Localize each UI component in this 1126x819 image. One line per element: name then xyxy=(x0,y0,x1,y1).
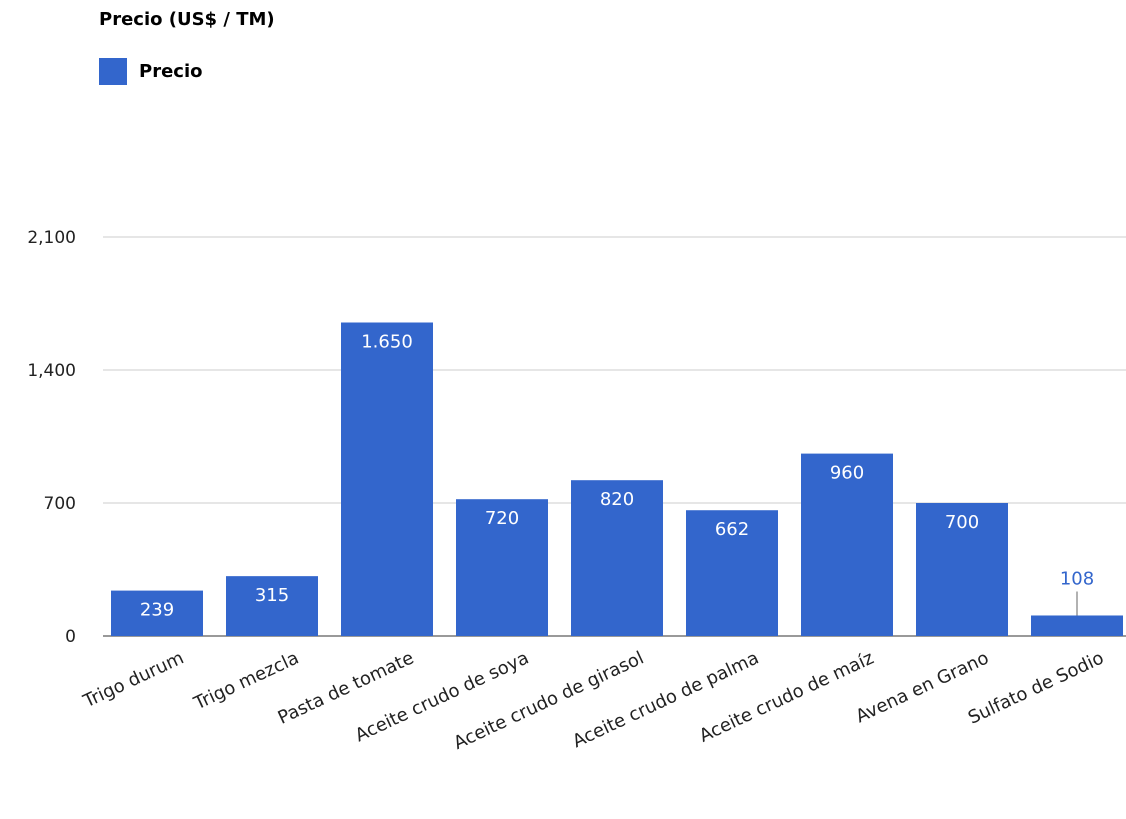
bar xyxy=(341,322,433,636)
bar-value-label: 960 xyxy=(830,463,864,484)
bar xyxy=(456,499,548,636)
x-tick-label: Aceite crudo de palma xyxy=(569,647,762,752)
x-tick-label: Aceite crudo de girasol xyxy=(450,647,647,754)
bar-value-label: 700 xyxy=(945,512,979,533)
y-axis: 0 700 1,400 2,100 xyxy=(27,228,76,647)
bar-value-label: 239 xyxy=(140,600,174,621)
legend-label: Precio xyxy=(139,61,203,82)
x-tick-label: Trigo durum xyxy=(79,647,187,712)
bar-value-label: 315 xyxy=(255,585,289,606)
bars: 239 315 1.650 720 820 662 960 700 108 xyxy=(111,322,1123,636)
bar xyxy=(111,590,203,636)
legend: Precio xyxy=(99,58,202,85)
bar xyxy=(226,576,318,636)
legend-swatch xyxy=(99,58,127,85)
y-tick-label: 0 xyxy=(65,627,76,647)
bar xyxy=(1031,615,1123,636)
chart-title: Precio (US$ / TM) xyxy=(99,9,275,30)
bar-value-label: 662 xyxy=(715,519,749,540)
bar-value-label: 820 xyxy=(600,489,634,510)
bar xyxy=(571,480,663,636)
bar xyxy=(801,453,893,636)
y-tick-label: 700 xyxy=(44,494,76,514)
bar xyxy=(916,503,1008,636)
bar-value-label: 720 xyxy=(485,508,519,529)
y-tick-label: 2,100 xyxy=(27,228,76,248)
bar xyxy=(686,510,778,636)
bar-value-label: 1.650 xyxy=(361,332,413,353)
bar-value-label: 108 xyxy=(1060,568,1094,589)
y-tick-label: 1,400 xyxy=(27,361,76,381)
